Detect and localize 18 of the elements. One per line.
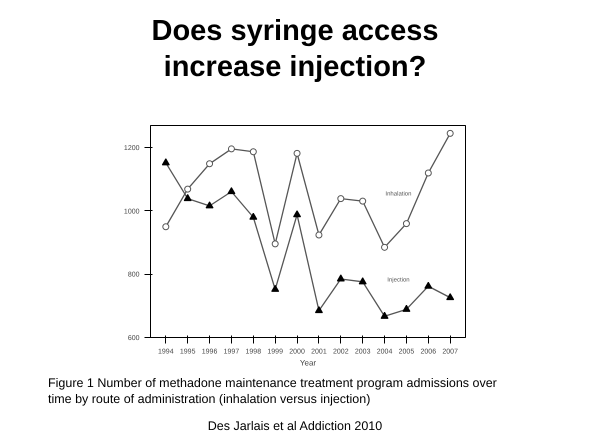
point (337, 195, 344, 202)
point (206, 160, 214, 168)
point (184, 186, 192, 193)
point (381, 244, 388, 251)
x-axis-title: Year (300, 358, 316, 368)
point (424, 169, 432, 176)
chart-title: Does syringe access increase injection? (150, 14, 440, 86)
point (250, 148, 257, 156)
point (294, 150, 301, 157)
point (359, 198, 366, 205)
point (162, 223, 170, 230)
point (446, 130, 454, 137)
point (228, 145, 235, 152)
text: Des Jarlais et al Addiction 2010 (208, 418, 382, 434)
point (315, 231, 322, 238)
point (272, 240, 279, 248)
point (402, 220, 410, 228)
caption: Figure 1 Number of methadone maintenance treatment program admissions over time by route of administration (inhalation versus injection) (48, 375, 498, 408)
